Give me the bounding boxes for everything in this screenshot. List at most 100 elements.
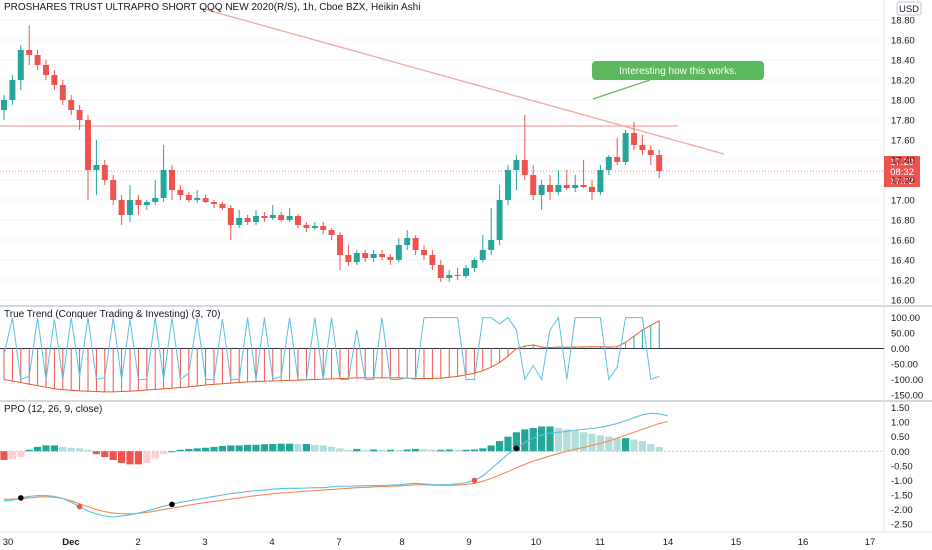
ppo-histogram-bar: [386, 449, 394, 452]
candle-body: [362, 253, 369, 258]
ppo-histogram-bar: [210, 446, 218, 452]
ppo-histogram-bar: [370, 449, 378, 452]
price-axis-label: 18.20: [891, 76, 915, 87]
candle-body: [446, 275, 453, 278]
candle: [9, 75, 16, 105]
ppo-histogram-bar: [50, 445, 58, 452]
time-axis[interactable]: 30 Dec 2 3 4 7 8 9 10 11 14 15 16 17: [3, 537, 876, 548]
ppo-histogram-bar: [437, 449, 445, 452]
candle: [429, 250, 436, 270]
ppo-histogram-bar: [512, 432, 520, 452]
candle-body: [395, 245, 402, 260]
price-axis-label: 17.40: [891, 156, 915, 167]
candle: [185, 192, 192, 202]
ppo-pane[interactable]: [0, 412, 884, 518]
candle: [589, 180, 595, 200]
ppo-histogram-bar: [496, 441, 504, 452]
candle-body: [85, 120, 91, 170]
candle-body: [353, 253, 360, 262]
candle: [513, 155, 520, 190]
candle-body: [143, 202, 150, 205]
ppo-axis-label: -0.50: [891, 461, 913, 472]
ppo-histogram-bar: [445, 449, 453, 452]
candle-body: [101, 165, 108, 180]
candle-body: [370, 254, 377, 258]
ppo-histogram-bar: [361, 449, 369, 452]
candle: [521, 115, 528, 180]
ppo-histogram-bar: [529, 427, 537, 452]
candle: [421, 245, 427, 260]
price-tag-countdown-text: 08:32: [890, 167, 914, 178]
ppo-histogram-bar: [479, 448, 487, 452]
candle-body: [127, 200, 133, 215]
ppo-histogram-bar: [412, 448, 420, 452]
candle: [631, 122, 637, 150]
time-axis-label: 7: [336, 537, 341, 548]
ppo-histogram-bar: [588, 433, 596, 452]
price-axis-label: 16.20: [891, 276, 915, 287]
ppo-histogram-bar: [395, 450, 403, 452]
candle: [454, 268, 461, 280]
ppo-histogram-bar: [235, 445, 243, 452]
ppo-histogram-bar: [277, 443, 285, 452]
candle-body: [463, 268, 469, 276]
candle-body: [26, 50, 33, 55]
candle-body: [59, 85, 66, 100]
ppo-histogram-bar: [34, 446, 42, 452]
candle: [656, 150, 663, 178]
ppo-histogram-bar: [126, 451, 134, 465]
ppo-histogram-bar: [0, 451, 8, 460]
ppo-histogram-bar: [655, 446, 663, 452]
candle-body: [530, 175, 537, 195]
ppo-histogram-bar: [638, 441, 646, 452]
ppo-histogram-bar: [428, 449, 436, 452]
candle: [169, 165, 175, 200]
annotation-pointer: [592, 79, 651, 100]
candle: [26, 25, 33, 65]
candle: [496, 185, 503, 245]
ppo-axis-label: -1.00: [891, 476, 913, 487]
ppo-histogram-bar: [185, 448, 193, 452]
annotation-callout[interactable]: Interesting how this works.: [592, 61, 764, 100]
candle: [463, 265, 469, 278]
ppo-histogram-bar: [647, 443, 655, 452]
candle-body: [17, 50, 24, 80]
price-axis-label: 17.20: [891, 176, 915, 187]
true-trend-pane[interactable]: [0, 316, 884, 393]
candle-body: [580, 185, 587, 187]
currency-badge[interactable]: USD: [896, 1, 922, 16]
ppo-histogram-bar: [260, 444, 268, 452]
time-axis-label: 17: [865, 537, 876, 548]
candle-body: [320, 226, 327, 230]
candle-body: [34, 55, 41, 65]
candle: [605, 155, 612, 175]
candle: [404, 230, 411, 250]
time-axis-label: 14: [663, 537, 674, 548]
candle: [236, 210, 243, 228]
candle: [101, 160, 108, 185]
ppo-histogram-bar: [353, 448, 361, 452]
candle: [580, 160, 587, 188]
candle-body: [118, 200, 125, 215]
candle-body: [404, 238, 411, 245]
candle: [320, 222, 327, 234]
ppo-histogram-bar: [193, 448, 201, 452]
candle: [227, 205, 234, 240]
candle: [647, 145, 654, 165]
price-pane[interactable]: [0, 7, 884, 282]
price-tag-second-text: 17.22: [890, 176, 914, 187]
price-tag-last-text: 17.29: [890, 157, 914, 168]
candle: [563, 170, 570, 190]
trend-line: [3, 320, 660, 393]
ppo-histogram-bar: [538, 426, 546, 452]
candle-body: [295, 216, 301, 225]
time-axis-label: 15: [731, 537, 742, 548]
ppo-histogram-bar: [109, 451, 117, 460]
candle-body: [160, 170, 167, 198]
candle: [177, 185, 184, 200]
candle-body: [505, 170, 511, 200]
ppo-histogram-bar: [244, 444, 252, 452]
candle-body: [1, 100, 7, 110]
candle: [135, 195, 142, 215]
